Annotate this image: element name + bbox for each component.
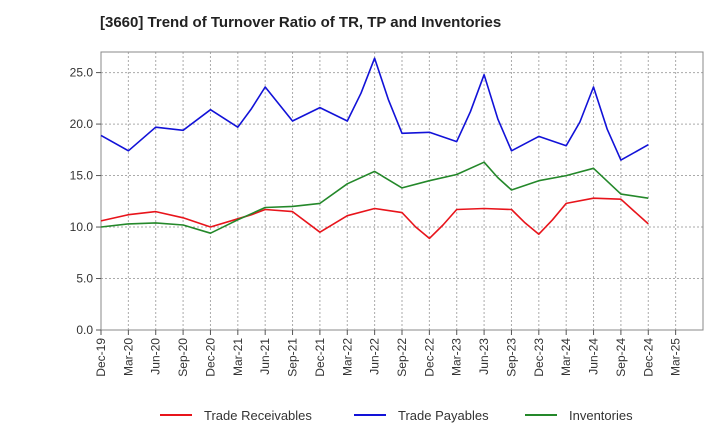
x-tick-label: Sep-24 bbox=[614, 338, 628, 377]
x-tick-label: Dec-22 bbox=[422, 338, 436, 377]
x-tick-label: Mar-24 bbox=[559, 338, 573, 376]
x-tick-label: Dec-19 bbox=[94, 338, 108, 377]
x-tick-label: Sep-21 bbox=[286, 338, 300, 377]
x-tick-label: Jun-24 bbox=[587, 338, 601, 375]
x-tick-label: Dec-21 bbox=[313, 338, 327, 377]
y-tick-label: 0.0 bbox=[76, 323, 93, 337]
y-tick-label: 5.0 bbox=[76, 272, 93, 286]
inventories-legend-label: Inventories bbox=[569, 408, 633, 423]
x-tick-label: Sep-22 bbox=[395, 338, 409, 377]
y-axis: 0.0 5.0 10.0 15.0 20.0 25.0 bbox=[70, 66, 101, 337]
grid-lines bbox=[100, 52, 703, 331]
x-tick-label: Jun-21 bbox=[258, 338, 272, 375]
x-tick-label: Dec-24 bbox=[641, 338, 655, 377]
series-lines bbox=[100, 57, 649, 240]
trade-receivables-legend-label: Trade Receivables bbox=[204, 408, 312, 423]
legend: Trade Receivables Trade Payables Inventori… bbox=[160, 408, 633, 423]
trade-payables-legend-label: Trade Payables bbox=[398, 408, 489, 423]
x-tick-label: Mar-23 bbox=[450, 338, 464, 376]
inventories-line bbox=[100, 161, 649, 234]
x-axis: Dec-19 Mar-20 Jun-20 Sep-20 Dec-20 Mar-21 Jun-… bbox=[94, 330, 683, 377]
x-tick-label: Mar-25 bbox=[669, 338, 683, 376]
x-tick-label: Mar-22 bbox=[340, 338, 354, 376]
y-tick-label: 15.0 bbox=[70, 169, 94, 183]
x-tick-label: Mar-21 bbox=[231, 338, 245, 376]
y-tick-label: 20.0 bbox=[70, 117, 94, 131]
x-tick-label: Jun-20 bbox=[149, 338, 163, 375]
x-tick-label: Mar-20 bbox=[121, 338, 135, 376]
x-tick-label: Dec-20 bbox=[203, 338, 217, 377]
trade-receivables-line bbox=[100, 197, 649, 240]
x-tick-label: Dec-23 bbox=[532, 338, 546, 377]
chart-title: [3660] Trend of Turnover Ratio of TR, TP… bbox=[100, 14, 502, 31]
x-tick-label: Jun-23 bbox=[477, 338, 491, 375]
x-tick-label: Sep-23 bbox=[504, 338, 518, 377]
x-tick-label: Sep-20 bbox=[176, 338, 190, 377]
trade-payables-line bbox=[100, 57, 649, 161]
x-tick-label: Jun-22 bbox=[368, 338, 382, 375]
y-tick-label: 25.0 bbox=[70, 66, 94, 80]
y-tick-label: 10.0 bbox=[70, 220, 94, 234]
